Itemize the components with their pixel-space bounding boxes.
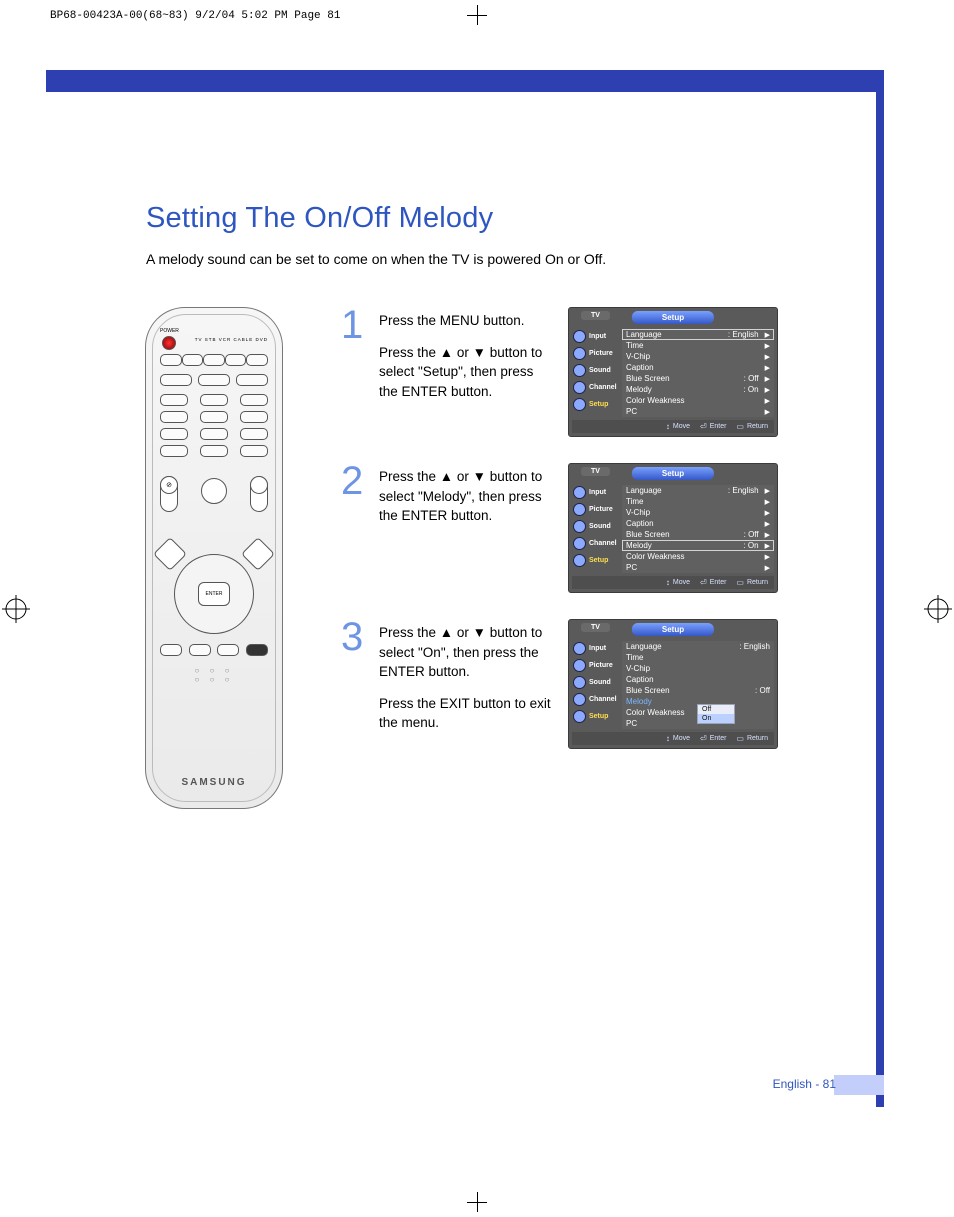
navpad-icon: ENTER bbox=[174, 554, 254, 634]
step-text: Press the ▲ or ▼ button to select "Melod… bbox=[379, 463, 554, 538]
crop-mark-icon bbox=[467, 5, 487, 25]
intro-text: A melody sound can be set to come on whe… bbox=[146, 251, 841, 267]
crop-header: BP68-00423A-00(68~83) 9/2/04 5:02 PM Pag… bbox=[50, 10, 340, 22]
brand-label: SAMSUNG bbox=[146, 777, 282, 788]
power-icon bbox=[162, 336, 176, 350]
crop-mark-icon bbox=[467, 1192, 487, 1212]
step-number: 3 bbox=[341, 619, 365, 655]
page-frame: Setting The On/Off Melody A melody sound… bbox=[46, 70, 884, 1107]
step-text: Press the ▲ or ▼ button to select "On", … bbox=[379, 619, 554, 745]
page-number: English - 81 bbox=[773, 1077, 836, 1091]
step: 3 Press the ▲ or ▼ button to select "On",… bbox=[341, 619, 841, 749]
steps-list: 1 Press the MENU button.Press the ▲ or ▼ … bbox=[341, 307, 841, 749]
step-number: 1 bbox=[341, 307, 365, 343]
step-text: Press the MENU button.Press the ▲ or ▼ b… bbox=[379, 307, 554, 413]
osd-panel: TVSetupOffOnInputPictureSoundChannelSetu… bbox=[568, 619, 778, 749]
step: 1 Press the MENU button.Press the ▲ or ▼ … bbox=[341, 307, 841, 437]
device-labels: TV STB VCR CABLE DVD bbox=[195, 337, 268, 342]
power-label: POWER bbox=[160, 328, 179, 334]
osd-panel: TVSetupInputPictureSoundChannelSetupLang… bbox=[568, 307, 778, 437]
step-number: 2 bbox=[341, 463, 365, 499]
page-tab bbox=[834, 1075, 884, 1095]
crop-mark-icon bbox=[924, 595, 952, 623]
crop-mark-icon bbox=[2, 595, 30, 623]
page-title: Setting The On/Off Melody bbox=[146, 202, 841, 235]
step: 2 Press the ▲ or ▼ button to select "Melo… bbox=[341, 463, 841, 593]
osd-panel: TVSetupInputPictureSoundChannelSetupLang… bbox=[568, 463, 778, 593]
enter-label: ENTER bbox=[198, 582, 230, 606]
remote-illustration: POWER TV STB VCR CABLE DVD bbox=[145, 307, 283, 809]
